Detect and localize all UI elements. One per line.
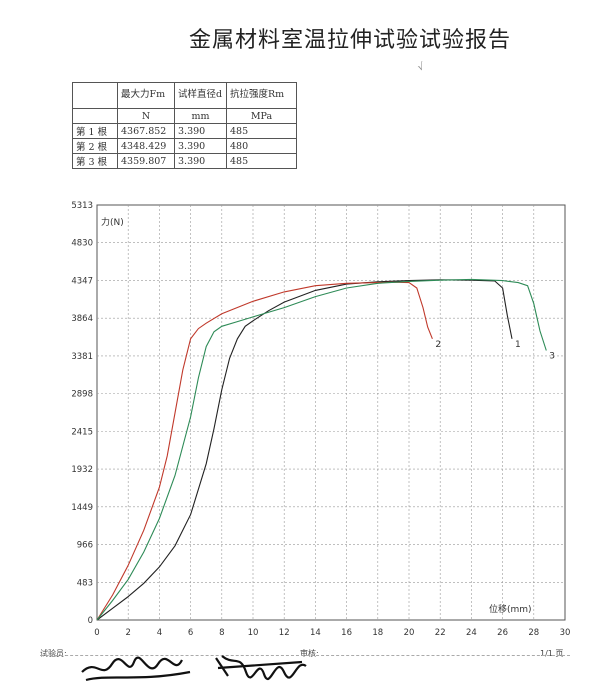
x-tick-label: 0 (94, 628, 99, 638)
series-label-1: 1 (515, 340, 521, 350)
row-label: 第 1 根 (72, 123, 118, 139)
y-tick-label: 1449 (71, 503, 93, 513)
row-max-force: 4348.429 (117, 138, 175, 154)
header-cell-max-force: 最大力Fm (117, 82, 175, 109)
x-tick-label: 26 (497, 628, 508, 638)
tester-signature (81, 656, 191, 682)
series-label-2: 2 (435, 340, 441, 350)
y-tick-label: 966 (77, 541, 93, 551)
row-tensile-strength: 485 (226, 123, 297, 139)
y-tick-label: 0 (88, 616, 93, 626)
x-tick-label: 2 (125, 628, 130, 638)
unit-cell-blank (72, 108, 118, 124)
reviewer-label: 审核: (300, 649, 319, 658)
x-tick-label: 12 (279, 628, 290, 638)
y-tick-label: 4830 (71, 239, 93, 249)
header-cell-diameter: 试样直径d (174, 82, 227, 109)
footer-divider (40, 655, 570, 656)
row-diameter: 3.390 (174, 138, 227, 154)
tester-label: 试验员: (40, 649, 67, 658)
x-tick-label: 28 (528, 628, 539, 638)
corner-mark: √ (416, 61, 427, 74)
x-tick-label: 16 (341, 628, 352, 638)
x-tick-label: 8 (219, 628, 224, 638)
x-tick-label: 30 (560, 628, 571, 638)
row-tensile-strength: 480 (226, 138, 297, 154)
series-label-3: 3 (549, 352, 555, 362)
row-label: 第 3 根 (72, 153, 118, 169)
x-tick-label: 14 (310, 628, 321, 638)
table-header-row: 最大力Fm 试样直径d 抗拉强度Rm (72, 82, 297, 109)
series-line-3 (96, 278, 547, 621)
results-table: 最大力Fm 试样直径d 抗拉强度Rm N mm MPa 第 1 根 4367.8… (72, 82, 297, 169)
table-row: 第 1 根 4367.852 3.390 485 (72, 123, 297, 139)
row-diameter: 3.390 (174, 153, 227, 169)
y-tick-label: 3381 (71, 352, 93, 362)
force-displacement-chart: 0483966144919322415289833813864434748305… (71, 201, 571, 638)
row-max-force: 4359.807 (117, 153, 175, 169)
x-axis-label: 位移(mm) (489, 603, 532, 615)
y-tick-label: 2898 (71, 390, 93, 400)
header-cell-blank (72, 82, 118, 109)
table-row: 第 2 根 4348.429 3.390 480 (72, 138, 297, 154)
plot-frame (96, 204, 566, 621)
y-axis-label: 力(N) (101, 216, 124, 228)
header-cell-tensile-strength: 抗拉强度Rm (226, 82, 297, 109)
series-line-2 (96, 281, 433, 621)
row-diameter: 3.390 (174, 123, 227, 139)
x-tick-label: 24 (466, 628, 477, 638)
table-units-row: N mm MPa (72, 108, 297, 124)
table-row: 第 3 根 4359.807 3.390 485 (72, 153, 297, 169)
x-tick-label: 22 (435, 628, 446, 638)
x-tick-label: 6 (188, 628, 193, 638)
series-line-1 (96, 279, 513, 621)
unit-cell-strength: MPa (226, 108, 297, 124)
y-tick-label: 483 (77, 578, 93, 588)
page-number: 1/1 页 (540, 649, 564, 658)
y-tick-label: 3864 (71, 314, 93, 324)
row-tensile-strength: 485 (226, 153, 297, 169)
row-max-force: 4367.852 (117, 123, 175, 139)
unit-cell-force: N (117, 108, 175, 124)
x-tick-label: 18 (372, 628, 383, 638)
row-label: 第 2 根 (72, 138, 118, 154)
x-tick-label: 4 (157, 628, 162, 638)
report-title: 金属材料室温拉伸试验试验报告 (188, 28, 511, 53)
y-tick-label: 5313 (71, 201, 93, 211)
x-tick-label: 10 (248, 628, 259, 638)
unit-cell-diameter: mm (174, 108, 227, 124)
y-tick-label: 4347 (71, 276, 93, 286)
x-tick-label: 20 (404, 628, 415, 638)
reviewer-signature (215, 655, 307, 681)
y-tick-label: 1932 (71, 465, 93, 475)
y-tick-label: 2415 (71, 427, 93, 437)
